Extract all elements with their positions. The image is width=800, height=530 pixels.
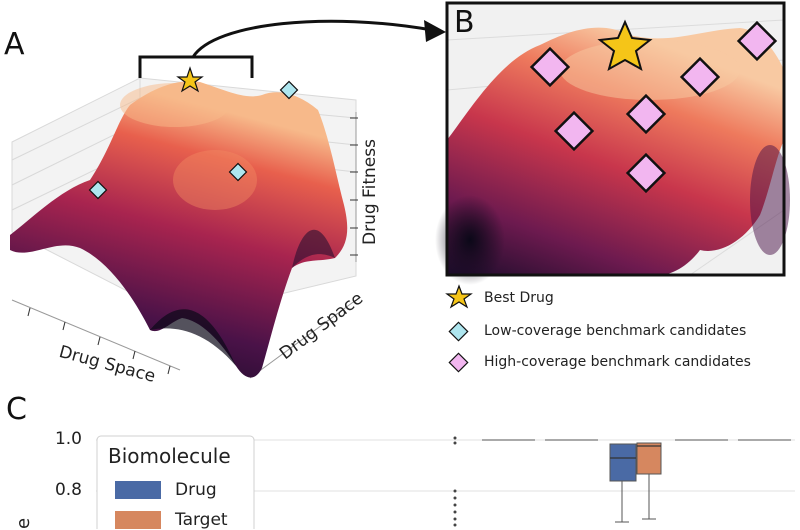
panel-a-label: A <box>4 27 25 62</box>
panel-a-surface <box>10 81 348 378</box>
legend-drug-swatch <box>115 481 161 499</box>
panel-a-valley-shadow <box>150 309 236 366</box>
panel-b-label: B <box>454 5 475 40</box>
legend-best-label: Best Drug <box>484 290 554 306</box>
legend-low-label: Low-coverage benchmark candidates <box>484 323 747 339</box>
panel-c-legend-box <box>96 435 255 529</box>
panel-b-high-coverage-marker-icon <box>625 152 667 194</box>
legend-star-icon <box>445 284 473 309</box>
panel-a-low-coverage-marker-icon <box>88 180 108 200</box>
peak-bracket <box>138 55 254 78</box>
z-axis-label: Drug Fitness <box>360 139 380 245</box>
panel-b-frame <box>445 1 786 277</box>
panel-c-boxplot-drug <box>609 443 637 523</box>
panel-a-top-highlight <box>120 83 230 127</box>
panel-a-x-ticks <box>27 307 171 375</box>
legend-target-label: Target <box>175 510 228 530</box>
panel-b-high-coverage-marker-icon <box>529 46 571 88</box>
legend-high-label: High-coverage benchmark candidates <box>484 354 751 370</box>
legend-title: Biomolecule <box>108 444 231 468</box>
y-tick-label: 0.8 <box>54 480 82 500</box>
panel-a-z-ticks <box>350 117 358 256</box>
panel-a-low-coverage-marker-icon <box>228 162 248 182</box>
legend-target-swatch <box>115 511 161 529</box>
panel-c-label: C <box>6 392 27 427</box>
panel-a-ridge-shadow <box>292 229 335 268</box>
panel-a-peak-highlight <box>173 150 257 210</box>
panel-a-best-drug-star-icon <box>176 66 204 93</box>
legend-high-coverage-icon <box>448 352 469 373</box>
panel-b-high-coverage-marker-icon <box>736 20 778 62</box>
panel-b-best-drug-star-icon <box>597 19 653 72</box>
panel-a-low-coverage-marker-icon <box>279 80 299 100</box>
legend-low-coverage-icon <box>448 321 469 342</box>
zoom-arrow <box>191 19 433 58</box>
panel-b-high-coverage-marker-icon <box>679 56 721 98</box>
panel-c-outliers <box>453 436 457 527</box>
zoom-arrowhead <box>424 20 446 42</box>
panel-c-y-axis-label: e <box>13 517 34 529</box>
y-tick-label: 1.0 <box>54 429 82 449</box>
panel-c-boxplot-target <box>636 442 662 520</box>
panel-b-high-coverage-marker-icon <box>625 93 667 135</box>
panel-b-right-shadow <box>750 145 790 255</box>
panel-b-high-coverage-marker-icon <box>553 110 595 152</box>
legend-drug-label: Drug <box>175 480 217 500</box>
panel-b-dark-valley <box>435 195 505 285</box>
